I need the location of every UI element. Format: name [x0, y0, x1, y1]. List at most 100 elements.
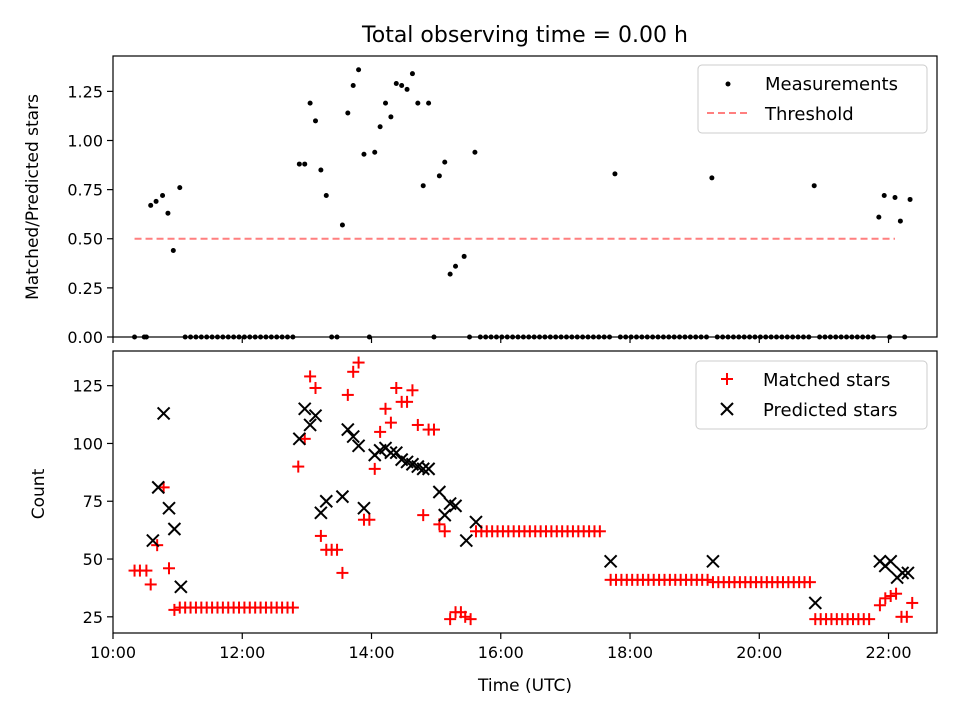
predicted-star-point: [146, 533, 160, 548]
bottom-legend: Matched stars Predicted stars: [695, 360, 928, 430]
matched-star-point: [464, 613, 477, 626]
predicted-star-point: [883, 554, 898, 569]
measurement-point: [170, 248, 176, 254]
predicted-star-point: [901, 566, 915, 580]
matched-star-point: [309, 381, 322, 394]
y-tick-label: 0.25: [67, 279, 103, 298]
predicted-star-point: [389, 445, 403, 460]
measurement-point: [399, 82, 405, 88]
predicted-star-point: [706, 554, 720, 569]
measurement-point: [345, 110, 351, 116]
x-tick-label: 16:00: [478, 643, 524, 662]
measurement-point: [897, 218, 903, 224]
predicted-star-point: [341, 422, 355, 437]
measurement-point: [372, 149, 378, 155]
predicted-star-point: [351, 439, 366, 453]
y-tick-label: 100: [72, 434, 103, 453]
matched-star-point: [390, 381, 403, 394]
measurement-point: [426, 100, 432, 106]
y-tick-label: 0.75: [67, 181, 103, 200]
x-tick-label: 10:00: [90, 643, 136, 662]
matched-star-point: [884, 590, 897, 603]
y-tick-label: 0.50: [67, 230, 103, 249]
measurement-point: [312, 118, 318, 124]
matched-star-point: [286, 601, 299, 614]
predicted-star-point: [603, 554, 618, 569]
matched-star-point: [890, 587, 903, 600]
measurement-point: [892, 194, 898, 200]
measurement-point: [876, 214, 882, 220]
x-tick-label: 12:00: [219, 643, 265, 662]
matched-star-point: [304, 370, 317, 383]
legend-matched-marker: [721, 373, 733, 385]
measurement-point: [442, 159, 448, 165]
matched-star-point: [314, 529, 327, 542]
measurement-point: [453, 263, 459, 269]
y-tick-label: 1.00: [67, 131, 103, 150]
measurement-point: [420, 183, 426, 189]
matched-star-point: [863, 613, 876, 626]
predicted-star-point: [151, 480, 165, 495]
bottom-legend-frame: [695, 360, 928, 430]
measurement-point: [296, 161, 302, 167]
matched-star-point: [368, 462, 381, 475]
matched-star-point: [444, 613, 457, 626]
measurement-point: [318, 167, 324, 173]
predicted-star-point: [432, 485, 447, 499]
predicted-star-point: [298, 402, 312, 416]
matched-star-point: [384, 416, 397, 429]
predicted-star-point: [156, 406, 171, 421]
measurement-point: [415, 100, 421, 106]
measurement-point: [361, 151, 367, 157]
chart-title: Total observing time = 0.00 h: [361, 23, 688, 48]
predicted-star-point: [895, 566, 910, 580]
top-panel: 0.00 0.25 0.50 0.75 1.00 1.25 Matched/Predict…: [23, 55, 938, 347]
legend-threshold-label: Threshold: [764, 104, 854, 125]
axes-frame: [112, 55, 938, 338]
bottom-plot-marks: [128, 356, 919, 626]
bottom-panel: 25 50 75 100 125 10:00 12:00 14:00 16:00 18:00 20:…: [29, 350, 938, 696]
predicted-star-point: [421, 462, 436, 476]
matched-star-point: [701, 573, 714, 586]
matched-star-point: [401, 395, 414, 408]
predicted-star-point: [174, 580, 188, 594]
legend-predicted-label: Predicted stars: [763, 400, 897, 421]
y-tick-label: 25: [83, 608, 103, 627]
measurement-point: [811, 183, 817, 189]
measurement-point: [307, 100, 313, 106]
measurement-point: [165, 210, 171, 216]
predicted-star-point: [384, 445, 398, 460]
y-tick-label: 1.25: [67, 82, 103, 101]
measurement-point: [409, 71, 415, 77]
matched-star-point: [379, 402, 392, 415]
matched-star-point: [417, 509, 430, 522]
predicted-star-point: [469, 515, 483, 529]
measurement-point: [153, 198, 159, 204]
matched-star-point: [411, 418, 424, 431]
matched-star-point: [459, 610, 472, 623]
matched-star-point: [900, 610, 913, 623]
matched-star-point: [352, 356, 365, 369]
legend-predicted-marker: [720, 402, 734, 416]
predicted-star-point: [303, 418, 317, 432]
matched-star-point: [347, 365, 360, 378]
measurement-point: [383, 100, 389, 106]
measurement-point: [302, 161, 308, 167]
y-tick-label: 125: [72, 377, 103, 396]
predicted-star-point: [459, 533, 474, 548]
measurement-point: [472, 149, 478, 155]
bottom-axes: 25 50 75 100 125 10:00 12:00 14:00 16:00 18:00 20:…: [72, 350, 938, 662]
measurement-point: [436, 173, 442, 179]
matched-star-point: [406, 384, 419, 397]
measurement-point: [612, 171, 618, 177]
matched-star-point: [438, 525, 451, 538]
predicted-star-point: [448, 499, 463, 513]
measurement-point: [350, 82, 356, 88]
matched-star-point: [879, 592, 892, 605]
top-legend-frame: [697, 64, 928, 134]
measurement-point: [377, 124, 383, 130]
measurement-point: [323, 193, 329, 199]
matched-star-point: [144, 578, 157, 591]
legend-matched-label: Matched stars: [763, 370, 890, 391]
